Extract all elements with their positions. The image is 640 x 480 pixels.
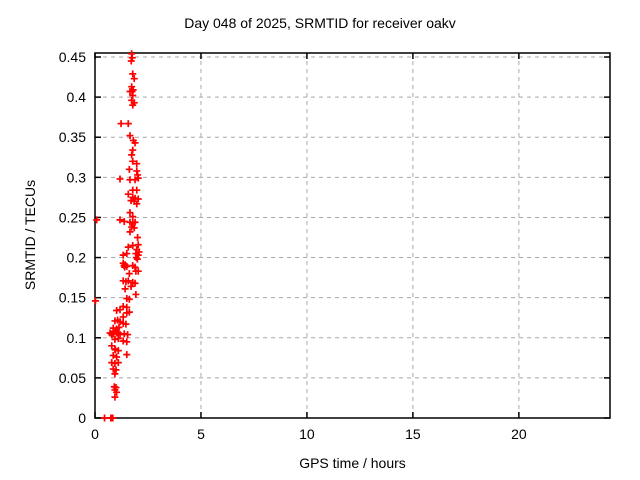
data-point [129,92,137,100]
data-point [124,120,132,128]
x-axis-label: GPS time / hours [299,455,406,471]
plot-frame [94,52,611,419]
data-point [126,132,134,140]
data-point [129,213,137,221]
chart-title: Day 048 of 2025, SRMTID for receiver oak… [184,15,456,31]
data-point [114,347,122,355]
y-tick-label: 0.35 [59,129,86,145]
data-point [116,306,124,314]
data-point [132,290,140,298]
x-tick-label: 0 [91,426,99,442]
y-tick-label: 0 [78,410,86,426]
y-tick-label: 0.25 [59,209,86,225]
y-tick-label: 0.15 [59,290,86,306]
data-point [124,277,132,285]
data-point [131,279,139,287]
data-point [130,75,138,83]
data-point [111,370,119,378]
x-tick-label: 5 [197,426,205,442]
data-point [112,366,120,374]
y-tick-label: 0.3 [67,169,87,185]
data-point [124,190,132,198]
data-point [130,224,138,232]
data-point [134,241,142,249]
data-point [133,200,141,208]
data-point [114,359,122,367]
y-tick-label: 0.1 [67,330,87,346]
data-point [133,255,141,263]
data-point [125,270,133,278]
data-point [134,234,142,242]
data-point [133,160,141,168]
data-point [119,313,127,321]
data-point [121,285,129,293]
data-point [114,335,122,343]
data-point [134,174,142,182]
x-tick-label: 15 [405,426,421,442]
data-point [125,308,133,316]
y-tick-label: 0.4 [67,89,87,105]
data-point [128,54,136,62]
data-point [129,146,137,154]
data-point [91,297,99,305]
data-point [127,57,135,65]
data-point [126,209,134,217]
data-point [128,151,136,159]
data-point [129,157,137,165]
data-point [126,88,134,96]
data-point [126,228,134,236]
data-point [129,101,137,109]
data-point [111,393,119,401]
data-point [129,70,137,78]
data-point [123,338,131,346]
data-point [125,165,133,173]
data-point [119,251,127,259]
data-point [113,353,121,361]
y-tick-label: 0.45 [59,49,86,65]
data-point [123,250,131,258]
y-tick-label: 0.05 [59,370,86,386]
data-point [134,267,142,275]
x-tick-label: 20 [511,426,527,442]
data-point [121,263,129,271]
data-point [127,282,135,290]
data-point [116,216,124,224]
data-point [113,388,121,396]
data-point [123,351,131,359]
data-point [124,243,132,251]
data-point [134,195,142,203]
data-point [101,414,109,422]
data-point [133,186,141,194]
data-point [124,331,132,339]
data-point [125,295,133,303]
data-point [117,120,125,128]
x-tick-label: 10 [299,426,315,442]
data-point [116,175,124,183]
data-point [93,216,101,224]
data-point [122,320,130,328]
data-point [131,139,139,147]
y-tick-label: 0.2 [67,250,87,266]
data-point [109,414,117,422]
